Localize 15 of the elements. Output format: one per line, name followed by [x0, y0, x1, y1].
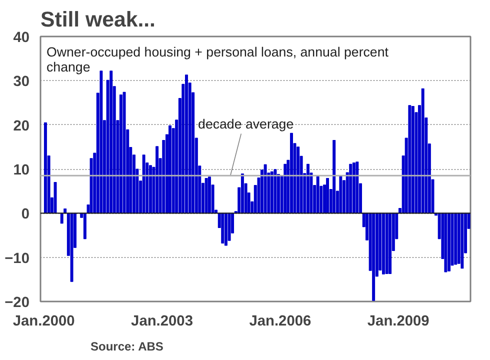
y-tick-label: 40: [13, 30, 30, 46]
ref-line-label: decade average: [198, 116, 294, 132]
chart-title: Still weak...: [40, 8, 156, 32]
y-tick-label: 20: [13, 118, 30, 134]
x-tick-label: Jan.2003: [131, 314, 193, 330]
y-tick-label: −20: [4, 295, 30, 311]
text: Owner-occuped housing + personal loans, annual percent change: [46, 44, 389, 74]
x-tick-label: Jan.2009: [367, 314, 430, 330]
source-note: Source: ABS: [90, 340, 164, 354]
x-tick-label: Jan.2000: [12, 314, 75, 330]
y-tick-label: −10: [4, 250, 30, 267]
y-tick-label: 0: [21, 206, 30, 223]
y-tick-label: 30: [13, 74, 30, 90]
x-tick-label: Jan.2006: [249, 314, 312, 330]
y-tick-label: 10: [13, 162, 30, 178]
